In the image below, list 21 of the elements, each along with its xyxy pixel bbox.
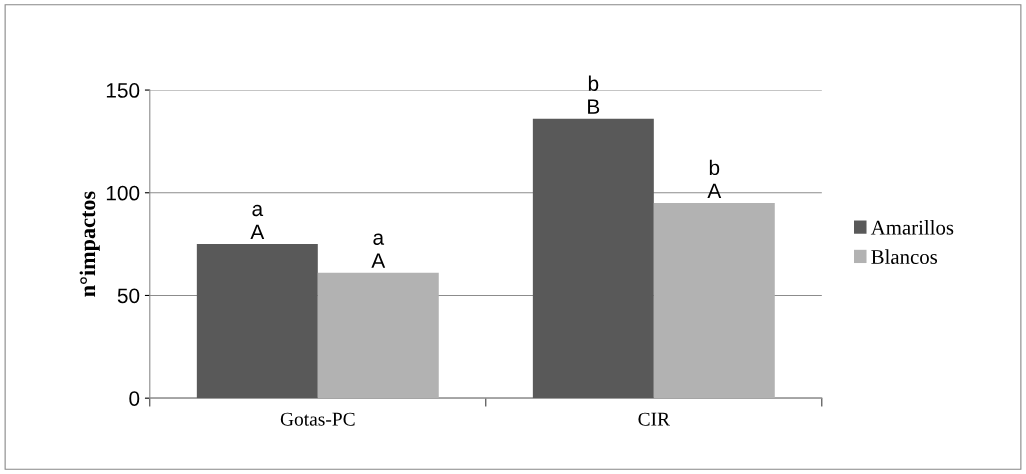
annotation: b (709, 159, 720, 176)
bar (532, 118, 654, 399)
bar (653, 203, 775, 399)
legend-label: Amarillos (870, 220, 954, 235)
x-tick-label: Gotas-PC (280, 412, 355, 426)
y-tick-label: 50 (117, 288, 140, 304)
bar (196, 244, 318, 399)
annotation: A (250, 224, 265, 240)
annotation: b (588, 75, 599, 91)
y-tick-label: 0 (129, 391, 140, 406)
bar (317, 272, 439, 399)
annotation: A (371, 253, 386, 268)
annotation: a (252, 204, 264, 217)
annotation: A (707, 183, 722, 199)
legend-label: Blancos (871, 249, 938, 264)
x-tick-label: CIR (638, 412, 670, 426)
annotation: a (373, 233, 385, 245)
y-tick-label: 100 (106, 185, 140, 201)
annotation: B (588, 99, 600, 114)
y-tick-label: 150 (106, 83, 140, 98)
y-axis-title: n°impactos (79, 191, 100, 297)
